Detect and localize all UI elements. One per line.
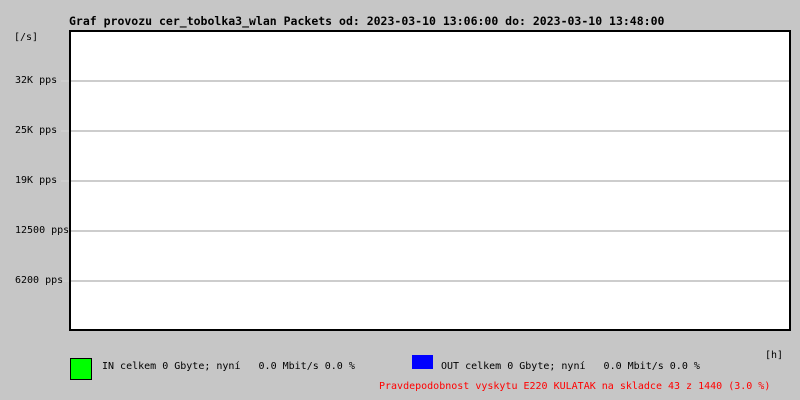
legend-out-label: OUT celkem 0 Gbyte; nyní 0.0 Mbit/s 0.0 … [441,361,700,372]
probability-note: Pravdepodobnost vyskytu E220 KULATAK na … [379,381,771,392]
legend-in-swatch-icon [70,358,92,380]
gridline [71,280,789,282]
gridline [71,230,789,232]
gridline [71,130,789,132]
x-axis-unit-label: [h] [765,350,784,361]
y-axis-tick-label: 6200 pps [15,275,64,286]
legend-out-swatch-icon [412,355,433,369]
y-axis-tick-mark [61,230,69,232]
y-axis-tick-mark [61,130,69,132]
y-axis-tick-label: 19K pps [15,175,58,186]
y-axis-tick-label: 25K pps [15,125,58,136]
y-axis-tick-mark [61,280,69,282]
graph-title: Graf provozu cer_tobolka3_wlan Packets o… [69,14,665,28]
y-axis-tick-mark [61,80,69,82]
plot-area [69,30,791,331]
y-axis-tick-label: 32K pps [15,75,58,86]
gridline [71,80,789,82]
y-axis-tick-label: 12500 pps [15,225,70,236]
y-axis-tick-mark [61,180,69,182]
y-axis-unit-label: [/s] [14,32,39,43]
gridline [71,180,789,182]
legend-in-label: IN celkem 0 Gbyte; nyní 0.0 Mbit/s 0.0 % [102,361,355,372]
